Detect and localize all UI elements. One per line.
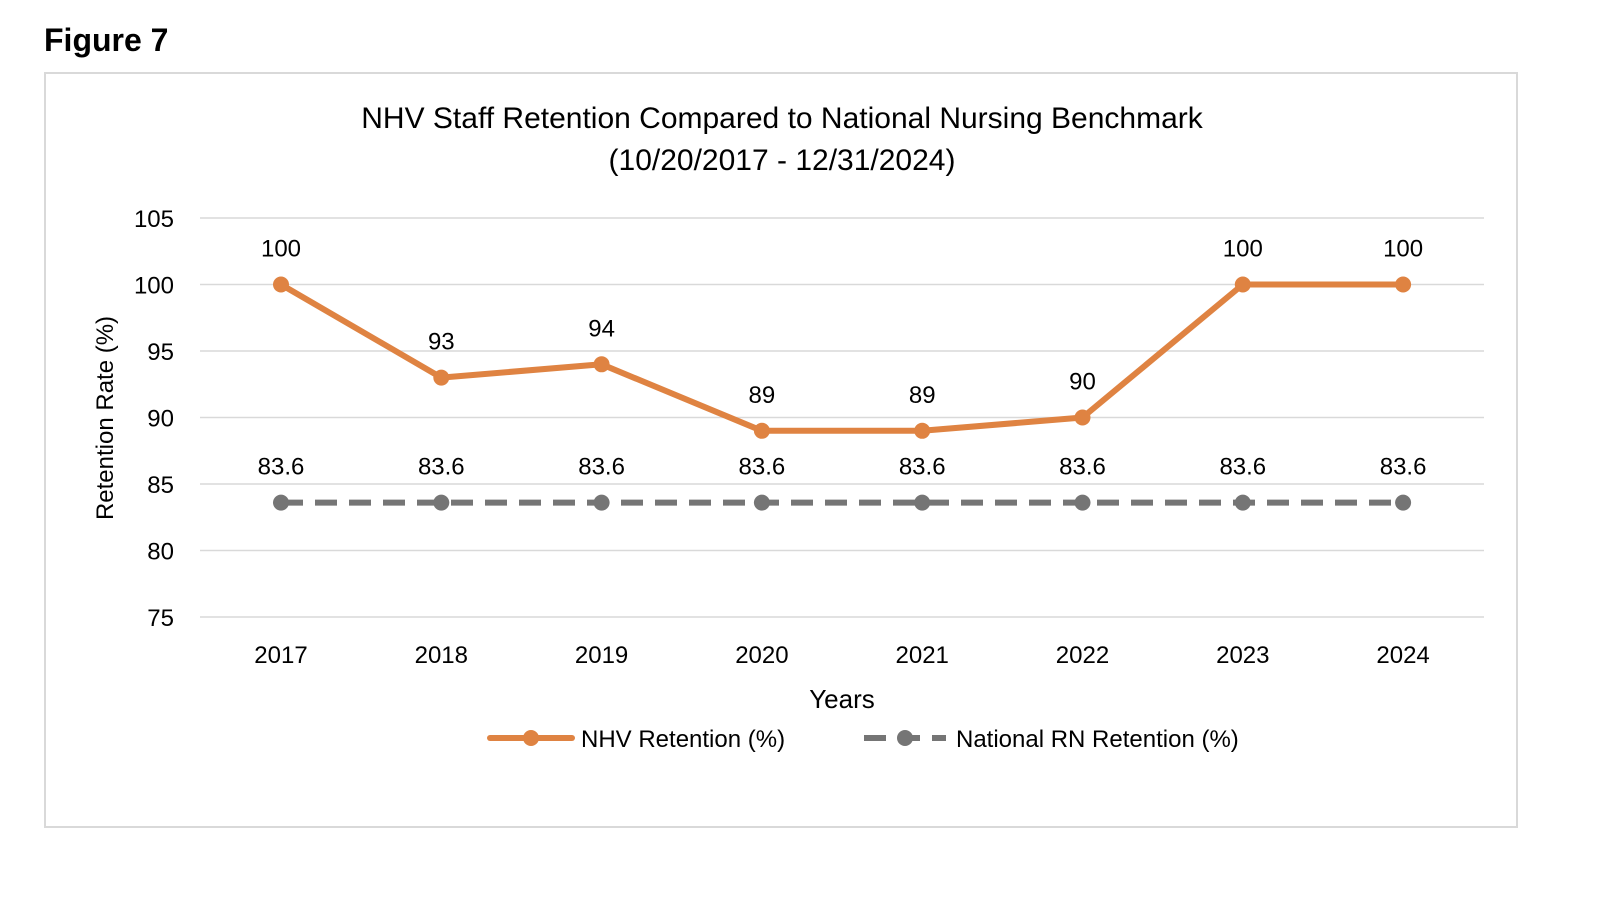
x-tick-label: 2024 (1376, 642, 1429, 669)
x-tick-label: 2020 (735, 642, 788, 669)
data-label: 93 (428, 329, 455, 356)
y-tick-label: 100 (134, 273, 174, 300)
y-tick-label: 75 (147, 605, 174, 632)
x-axis-label: Years (809, 684, 875, 714)
gridlines: 75 80 85 90 95 100 105 2017 2018 2019 2020 2021 2022… (134, 206, 1484, 669)
legend-swatch-marker (897, 730, 913, 746)
chart-title-line-1: NHV Staff Retention Compared to National… (361, 102, 1204, 135)
data-label: 83.6 (1380, 454, 1427, 481)
x-tick-label: 2023 (1216, 642, 1269, 669)
data-label: 83.6 (739, 454, 786, 481)
y-tick-label: 95 (147, 339, 174, 366)
data-label: 83.6 (1219, 454, 1266, 481)
data-point (914, 494, 931, 511)
chart-title-line-2: (10/20/2017 - 12/31/2024) (609, 144, 956, 177)
data-point (914, 422, 931, 439)
data-point (1234, 276, 1251, 293)
series-line-1 (278, 281, 1407, 434)
y-tick-label: 85 (147, 472, 174, 499)
data-label: 89 (909, 382, 936, 409)
data-labels: 100 93 94 89 89 90 100 100 83.6 83.6 83.6 83.6 83.6 8… (258, 236, 1427, 481)
x-tick-label: 2021 (896, 642, 949, 669)
chart-frame (44, 72, 1518, 828)
legend-label: NHV Retention (%) (581, 726, 785, 753)
data-label: 100 (1223, 236, 1263, 263)
x-tick-label: 2017 (254, 642, 307, 669)
data-point (1395, 276, 1412, 293)
legend: NHV Retention (%) National RN Retention (… (487, 726, 1239, 753)
data-label: 83.6 (258, 454, 305, 481)
data-label: 89 (749, 382, 776, 409)
figure-label: Figure 7 (44, 22, 169, 58)
x-tick-label: 2022 (1056, 642, 1109, 669)
y-tick-label: 105 (134, 206, 174, 233)
data-point (753, 422, 770, 439)
series-layer (273, 276, 1412, 511)
data-point (1234, 494, 1251, 511)
data-label: 100 (1383, 236, 1423, 263)
data-point (1074, 409, 1091, 426)
data-point (433, 494, 450, 511)
x-tick-label: 2018 (415, 642, 468, 669)
data-label: 90 (1069, 369, 1096, 396)
data-point (593, 356, 610, 373)
data-point (273, 494, 289, 511)
data-point (433, 369, 450, 386)
data-label: 83.6 (1059, 454, 1106, 481)
x-tick-label: 2019 (575, 642, 628, 669)
legend-swatch-marker (523, 730, 539, 746)
data-label: 94 (588, 315, 615, 342)
data-label: 100 (261, 236, 301, 263)
legend-label: National RN Retention (%) (956, 726, 1239, 753)
data-point (273, 276, 289, 293)
data-point (1074, 494, 1091, 511)
data-label: 83.6 (899, 454, 946, 481)
data-label: 83.6 (578, 454, 625, 481)
data-label: 83.6 (418, 454, 465, 481)
data-point (1395, 494, 1412, 511)
data-point (593, 494, 610, 511)
y-tick-label: 80 (147, 539, 174, 566)
data-point (753, 494, 770, 511)
y-axis-label: Retention Rate (%) (92, 316, 119, 520)
y-tick-label: 90 (147, 406, 174, 433)
